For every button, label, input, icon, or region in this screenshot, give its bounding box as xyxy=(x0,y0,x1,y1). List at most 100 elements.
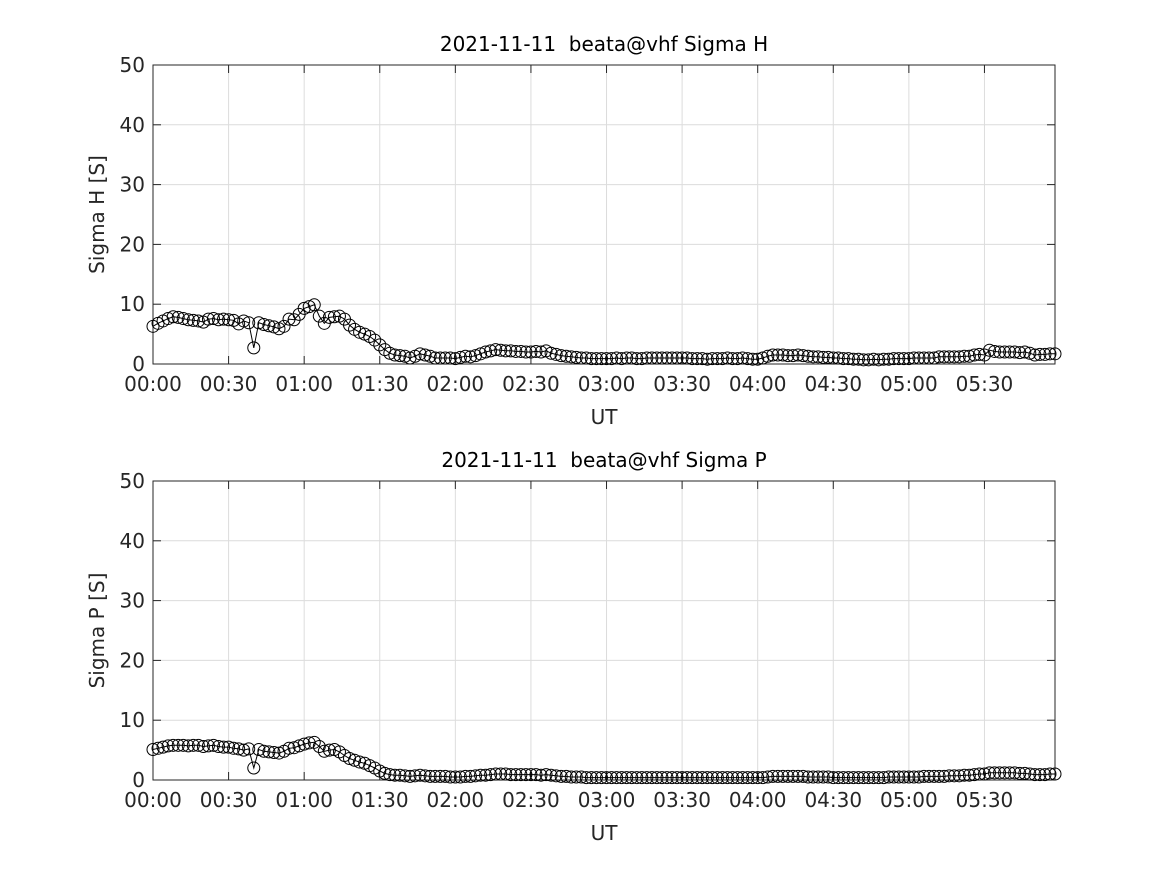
data-point xyxy=(771,769,785,783)
data-point xyxy=(993,345,1007,359)
data-point xyxy=(821,770,835,784)
data-point xyxy=(343,751,357,765)
data-point xyxy=(227,741,241,755)
data-point xyxy=(625,351,639,365)
data-point xyxy=(746,352,760,366)
data-point xyxy=(282,741,296,755)
data-point xyxy=(1028,768,1042,782)
data-point xyxy=(705,771,719,785)
data-point xyxy=(700,771,714,785)
data-point xyxy=(670,771,684,785)
data-point xyxy=(731,352,745,366)
data-point xyxy=(751,771,765,785)
data-point xyxy=(846,352,860,366)
data-point xyxy=(509,344,523,358)
data-point xyxy=(796,349,810,363)
y-tick-label: 40 xyxy=(120,113,145,137)
data-point xyxy=(307,298,321,312)
data-point xyxy=(600,771,614,785)
data-point xyxy=(660,351,674,365)
data-point xyxy=(418,348,432,362)
data-point xyxy=(242,316,256,330)
data-point xyxy=(504,344,518,358)
data-point xyxy=(514,768,528,782)
data-point xyxy=(857,353,871,367)
data-point xyxy=(171,310,185,324)
data-point xyxy=(564,770,578,784)
data-point xyxy=(554,769,568,783)
data-point xyxy=(448,352,462,366)
x-tick-label: 00:00 xyxy=(124,372,182,396)
x-tick-label: 04:30 xyxy=(804,372,862,396)
data-point xyxy=(665,351,679,365)
data-point xyxy=(988,344,1002,358)
data-point xyxy=(922,351,936,365)
y-tick-label: 20 xyxy=(120,648,145,672)
data-point xyxy=(690,352,704,366)
data-point xyxy=(161,312,175,326)
data-point xyxy=(448,770,462,784)
data-point xyxy=(615,352,629,366)
data-point xyxy=(206,312,220,326)
data-point xyxy=(665,771,679,785)
data-point xyxy=(841,771,855,785)
data-point xyxy=(645,351,659,365)
data-point xyxy=(1048,767,1062,781)
data-point xyxy=(489,343,503,357)
data-point xyxy=(902,770,916,784)
data-point xyxy=(564,350,578,364)
data-point xyxy=(993,766,1007,780)
data-point xyxy=(368,333,382,347)
data-point xyxy=(957,349,971,363)
data-point xyxy=(433,769,447,783)
data-point xyxy=(776,769,790,783)
data-point xyxy=(882,352,896,366)
data-point xyxy=(801,349,815,363)
data-point xyxy=(579,771,593,785)
data-point xyxy=(413,768,427,782)
data-point xyxy=(317,744,331,758)
x-tick-label: 01:30 xyxy=(351,788,409,812)
data-point xyxy=(751,352,765,366)
data-point xyxy=(862,353,876,367)
data-point xyxy=(569,770,583,784)
data-point xyxy=(312,740,326,754)
data-point xyxy=(151,741,165,755)
data-point xyxy=(474,768,488,782)
data-point xyxy=(967,768,981,782)
data-point xyxy=(942,350,956,364)
data-point xyxy=(514,344,528,358)
data-point xyxy=(867,352,881,366)
data-point xyxy=(176,312,190,326)
data-point xyxy=(287,741,301,755)
data-point xyxy=(655,351,669,365)
data-point xyxy=(212,313,226,327)
data-point xyxy=(781,349,795,363)
data-point xyxy=(756,771,770,785)
x-tick-label: 03:00 xyxy=(578,372,636,396)
data-point xyxy=(262,319,276,333)
data-point xyxy=(796,769,810,783)
data-point xyxy=(811,770,825,784)
x-tick-label: 04:30 xyxy=(804,788,862,812)
x-tick-label: 05:30 xyxy=(956,788,1014,812)
data-point xyxy=(867,771,881,785)
data-point xyxy=(559,769,573,783)
data-point xyxy=(297,737,311,751)
data-point xyxy=(327,310,341,324)
data-point xyxy=(302,736,316,750)
data-point xyxy=(539,768,553,782)
data-point xyxy=(1003,766,1017,780)
data-point xyxy=(191,314,205,328)
data-point xyxy=(741,771,755,785)
data-point xyxy=(302,300,316,314)
data-point xyxy=(786,769,800,783)
x-tick-label: 03:00 xyxy=(578,788,636,812)
data-point xyxy=(443,351,457,365)
data-point xyxy=(1018,345,1032,359)
data-point xyxy=(388,768,402,782)
data-point xyxy=(650,351,664,365)
data-point xyxy=(322,310,336,324)
y-tick-label: 10 xyxy=(120,708,145,732)
